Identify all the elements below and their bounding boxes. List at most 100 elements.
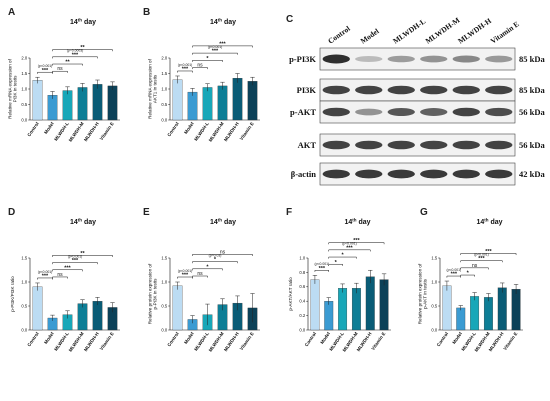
kda-label: 56 kDa [519,140,545,150]
significance-bracket-G-2: ns [460,263,489,270]
y-tick-label-F: 0.0 [299,327,305,332]
y-tick-label-D: 0.5 [21,303,27,308]
bar-A-3 [77,87,88,121]
significance-bracket-A-4: ** [52,45,113,51]
y-tick-label-B: 1.0 [161,86,167,91]
lane-label-5: Vitamin E [489,19,521,45]
chart-title-A: 14th day [70,18,96,27]
significance-label: *** [182,67,189,73]
blot-band [485,85,513,95]
bar-F-1 [324,301,334,331]
x-tick-label-G-0: Control [436,331,449,347]
y-axis-label-E: p-PI3K in testis [153,278,158,310]
significance-bracket-A-0: ***(p<0.001) [37,64,53,74]
significance-label: ns [220,249,226,255]
kda-label: 85 kDa [519,54,545,64]
significance-bracket-B-3: ***(p<0.001) [192,45,238,55]
bar-D-0 [32,286,43,331]
x-tick-label-E-0: Control [166,331,179,347]
significance-bracket-D-0: ***(p<0.001) [37,270,53,280]
y-axis-label-D: p-PI3K/PI3K ratio [10,276,15,312]
blot-band [355,169,383,179]
significance-label: ** [65,60,70,66]
p-value-note: (p<0.001) [38,64,53,68]
y-axis-label-G: Relative protein expression of [417,263,422,324]
significance-label: *** [485,249,492,255]
blot-band [420,55,448,63]
blot-row-β-actin: β-actin 42 kDa [291,162,545,186]
x-tick-label-B-1: Model [183,121,195,135]
bar-F-0 [310,279,320,331]
bar-B-3 [217,85,228,121]
lane-label-3: MLWDH-M [424,15,462,45]
significance-label: *** [478,256,485,262]
significance-bracket-A-2: ** [52,60,83,66]
bar-B-2 [202,87,213,121]
significance-bracket-E-4: ns [192,249,253,256]
significance-bracket-F-2: * [328,253,357,259]
panel-D: D 14th day 0.0 0.5 1.0 1.5 p-PI3K/PI3K ratio Co… [8,207,120,353]
y-tick-label-A: 1.0 [21,86,27,91]
y-tick-label-A: 2.0 [21,55,27,60]
y-axis-label-B: Relative mRNA expression of [147,58,152,118]
blot-band [355,56,383,62]
x-tick-label-D-1: Model [43,331,55,345]
panel-letter-F: F [286,207,292,218]
y-tick-label-F: 0.8 [299,270,305,275]
y-axis-label-F: p-AKT/AKT ratio [288,277,293,311]
significance-label: * [342,253,345,259]
p-value-note: (p<0.001) [447,268,462,272]
lane-label-0: Control [326,24,352,46]
blot-band [485,140,513,150]
significance-bracket-F-3: ***(p<0.001) [328,242,371,251]
p-value-note: (p<0.001) [178,269,193,273]
y-tick-label-A: 0.5 [21,102,27,107]
y-tick-label-B: 0.0 [161,117,167,122]
y-tick-label-D: 1.5 [21,255,27,260]
x-tick-label-A-5: Vitamin E [99,121,115,141]
bar-G-0 [442,285,452,331]
kda-label: 42 kDa [519,169,545,179]
significance-bracket-E-1: ns [192,271,208,278]
blot-membrane [319,133,516,157]
significance-label: ns [57,272,63,278]
x-tick-label-A-0: Control [26,121,39,137]
panel-letter-E: E [143,207,150,218]
p-value-note: (p<0.001) [208,45,223,49]
blot-band [485,169,513,179]
blot-membrane [319,47,516,71]
blot-band [452,55,480,63]
x-tick-label-E-4: MLWDH-H [223,331,240,353]
y-tick-label-G: 1.0 [431,279,437,284]
p-value-note: (p<0.001) [474,252,489,256]
significance-label: *** [64,265,71,271]
p-value-note: (p<0.001) [38,270,53,274]
x-tick-label-F-5: Vitamin E [370,331,386,351]
significance-bracket-G-1: * [460,271,475,277]
significance-bracket-D-3: ***(p<0.001) [52,254,98,264]
blot-band [420,85,448,95]
protein-label: PI3K [297,85,317,95]
bar-B-0 [172,79,183,121]
chart-title-G: 14th day [476,218,502,227]
blot-row-p-AKT: p-AKT 56 kDa [290,100,545,124]
significance-label: *** [72,52,79,58]
significance-label: ** [80,251,85,257]
bar-E-0 [172,285,183,331]
chart-title-E: 14th day [210,218,236,227]
blot-membrane [319,162,516,186]
blot-band [322,140,350,150]
y-axis-label-G: p-AKT in testis [423,278,428,308]
blot-band [322,54,350,64]
y-tick-label-D: 1.0 [21,279,27,284]
kda-label: 56 kDa [519,107,545,117]
significance-bracket-G-3: ***(p<0.001) [460,252,503,263]
bar-G-5 [511,289,521,331]
bar-G-1 [456,307,466,331]
x-tick-label-E-1: Model [183,331,195,345]
y-tick-label-F: 0.2 [299,313,305,318]
chart-title-D: 14th day [70,218,96,227]
blot-row-p-PI3K: p-PI3K 85 kDa [289,47,545,71]
p-value-note: (p=0.03) [209,253,222,257]
